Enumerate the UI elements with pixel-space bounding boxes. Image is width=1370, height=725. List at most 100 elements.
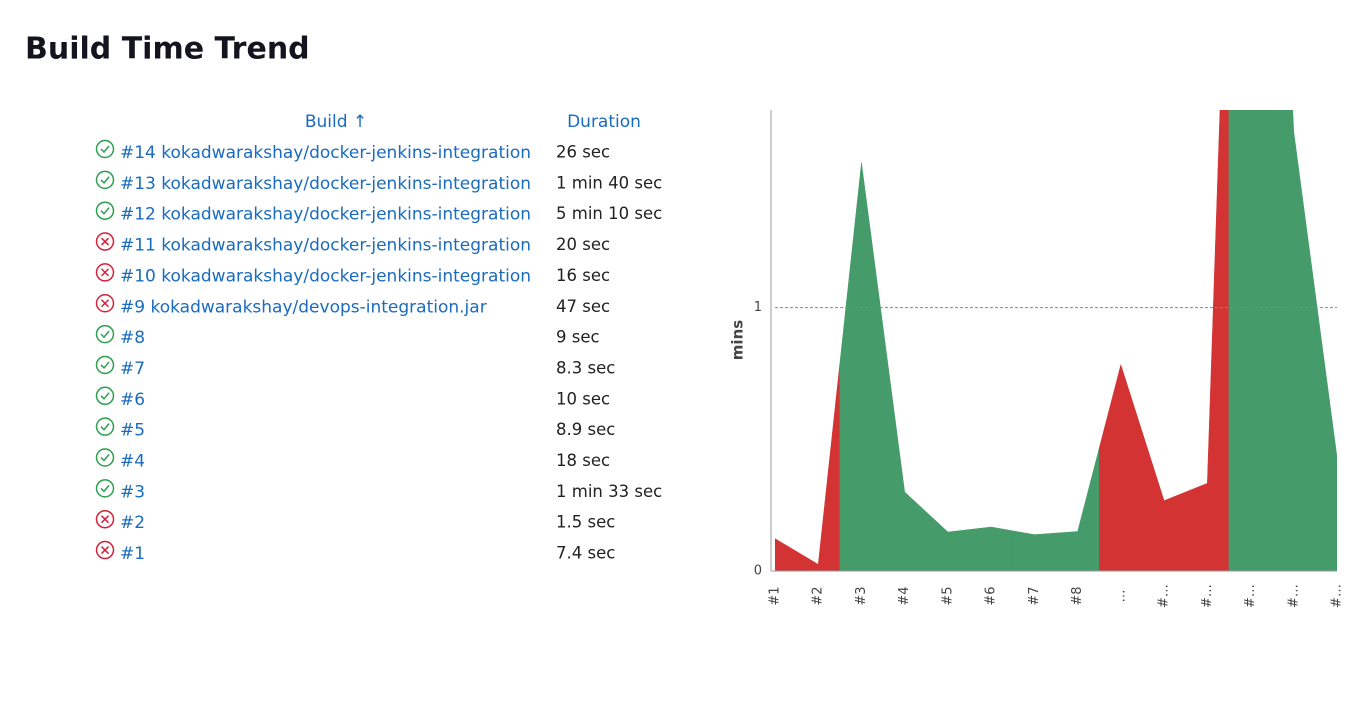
build-link[interactable]: #1 (120, 544, 145, 564)
build-duration: 8.9 sec (556, 420, 615, 439)
status-icon (95, 355, 115, 375)
y-tick-label: 1 (754, 300, 762, 315)
x-tick-label: #4 (897, 586, 912, 605)
status-circle (95, 170, 115, 190)
area-segment (926, 511, 970, 571)
x-tick-label: #3 (854, 586, 869, 605)
status-circle (95, 448, 115, 467)
area-segment (969, 526, 1014, 571)
x-tick-label: #… (1330, 584, 1345, 608)
status-circle (95, 263, 115, 282)
status-glyph (100, 268, 110, 277)
status-circle (95, 479, 115, 498)
column-header[interactable]: Duration (567, 112, 641, 132)
x-tick-label: #2 (811, 586, 826, 605)
build-duration: 1 min 40 sec (556, 173, 662, 192)
status-circle (95, 201, 115, 220)
area-segment (1098, 363, 1143, 571)
build-duration: 1.5 sec (556, 513, 615, 532)
plot-area (775, 110, 1337, 571)
status-glyph (100, 423, 110, 431)
x-tick-label: … (1113, 590, 1128, 603)
area-segment (1012, 530, 1057, 571)
build-duration: 8.3 sec (556, 358, 615, 377)
status-icon (95, 139, 115, 159)
status-icon (95, 448, 115, 467)
area-segment (882, 327, 927, 571)
build-duration: 1 min 33 sec (556, 482, 662, 501)
area-segment (1142, 432, 1186, 571)
column-header[interactable]: Build ↑ (305, 112, 367, 132)
status-glyph (100, 299, 110, 308)
build-link[interactable]: #8 (120, 328, 145, 348)
build-duration: 20 sec (556, 235, 610, 254)
status-icon (95, 170, 115, 190)
status-circle (95, 294, 115, 313)
x-tick-label: #6 (984, 586, 999, 605)
status-circle (95, 232, 115, 251)
status-glyph (100, 237, 110, 246)
status-circle (95, 386, 115, 406)
build-link[interactable]: #14 kokadwarakshay/docker-jenkins-integr… (120, 143, 531, 163)
status-circle (95, 139, 115, 159)
status-glyph (100, 454, 110, 462)
build-duration: 9 sec (556, 328, 600, 347)
build-link[interactable]: #7 (120, 359, 145, 379)
status-icon (95, 263, 115, 282)
y-tick-label: 0 (754, 564, 762, 579)
x-tick-label: #8 (1070, 586, 1085, 605)
area-segment (1315, 294, 1337, 571)
status-glyph (100, 361, 110, 370)
status-icon (95, 386, 115, 406)
status-icon (95, 324, 115, 344)
build-link[interactable]: #9 kokadwarakshay/devops-integration.jar (120, 297, 487, 317)
build-link[interactable]: #13 kokadwarakshay/docker-jenkins-integr… (120, 174, 531, 194)
build-link[interactable]: #3 (120, 482, 145, 502)
status-icon (95, 540, 115, 560)
status-icon (95, 294, 115, 313)
area-segment (796, 363, 841, 571)
area-segment (1055, 448, 1100, 571)
build-duration: 18 sec (556, 451, 610, 470)
status-circle (95, 324, 115, 344)
status-icon (95, 232, 115, 251)
build-link[interactable]: #11 kokadwarakshay/docker-jenkins-integr… (120, 236, 531, 256)
status-glyph (100, 515, 110, 524)
status-icon (95, 479, 115, 498)
x-tick-label: #… (1243, 584, 1258, 608)
build-link[interactable]: #12 kokadwarakshay/docker-jenkins-integr… (120, 205, 531, 225)
area-segment (775, 538, 797, 571)
status-glyph (100, 330, 110, 339)
x-tick-label: #1 (768, 586, 783, 605)
build-duration: 5 min 10 sec (556, 204, 662, 223)
status-circle (95, 509, 115, 529)
build-duration: 16 sec (556, 266, 610, 285)
build-link[interactable]: #4 (120, 452, 145, 472)
x-tick-label: #7 (1027, 586, 1042, 605)
page-title: Build Time Trend (25, 32, 310, 67)
status-glyph (100, 145, 110, 154)
status-glyph (100, 176, 110, 184)
area-segment (1185, 110, 1230, 571)
build-link[interactable]: #6 (120, 390, 145, 410)
build-duration: 26 sec (556, 143, 610, 162)
status-circle (95, 355, 115, 375)
area-segment (1228, 110, 1273, 571)
build-duration: 10 sec (556, 389, 610, 408)
area-segment (839, 162, 884, 571)
status-glyph (100, 207, 110, 215)
x-tick-label: #… (1286, 584, 1301, 608)
area-segment (1271, 110, 1316, 571)
status-circle (95, 417, 115, 436)
status-glyph (100, 484, 110, 493)
status-icon (95, 509, 115, 529)
y-axis-label: mins (729, 320, 747, 360)
build-link[interactable]: #5 (120, 421, 145, 441)
status-circle (95, 540, 115, 560)
x-tick-label: #… (1157, 584, 1172, 608)
status-glyph (100, 392, 110, 400)
build-duration: 47 sec (556, 297, 610, 316)
build-link[interactable]: #2 (120, 513, 145, 533)
build-link[interactable]: #10 kokadwarakshay/docker-jenkins-integr… (120, 266, 531, 286)
